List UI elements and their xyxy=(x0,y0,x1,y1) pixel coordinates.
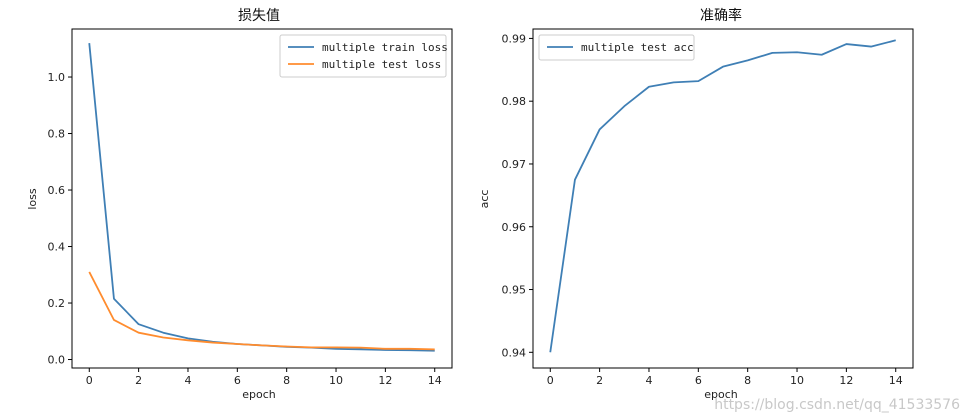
legend-label: multiple train loss xyxy=(322,41,448,54)
x-tick-label: 2 xyxy=(596,374,603,387)
watermark-text: https://blog.csdn.net/qq_41533576 xyxy=(714,397,960,413)
legend-label: multiple test loss xyxy=(322,58,441,71)
y-tick-label: 0.0 xyxy=(48,354,66,367)
x-tick-label: 8 xyxy=(744,374,751,387)
x-tick-label: 12 xyxy=(378,374,392,387)
y-tick-label: 0.94 xyxy=(502,346,527,359)
series-line-multiple-train-loss xyxy=(88,43,435,352)
x-tick-label: 0 xyxy=(86,374,93,387)
x-tick-label: 8 xyxy=(283,374,290,387)
loss-chart-ylabel: loss xyxy=(26,188,39,210)
accuracy-chart: 准确率 epoch acc 0 2 4 6 8 10 12 14 0.94 0.95 0.96 0.9… xyxy=(478,7,914,401)
x-tick-label: 2 xyxy=(135,374,142,387)
series-line-multiple-test-acc xyxy=(549,39,896,353)
y-tick-label: 0.98 xyxy=(502,95,527,108)
series-line-multiple-test-loss xyxy=(88,271,435,351)
y-tick-label: 0.4 xyxy=(48,241,66,254)
y-tick-label: 0.8 xyxy=(48,128,66,141)
legend-label: multiple test acc xyxy=(581,41,694,54)
y-tick-label: 0.2 xyxy=(48,297,66,310)
x-tick-label: 4 xyxy=(645,374,652,387)
accuracy-chart-title: 准确率 xyxy=(700,7,742,24)
x-tick-label: 10 xyxy=(790,374,804,387)
x-tick-label: 6 xyxy=(695,374,702,387)
y-tick-label: 0.99 xyxy=(502,32,527,45)
legend-box xyxy=(538,34,695,61)
y-tick-label: 0.6 xyxy=(48,184,66,197)
x-tick-label: 12 xyxy=(839,374,853,387)
y-tick-label: 0.97 xyxy=(502,158,527,171)
legend-box xyxy=(279,34,447,78)
plot-frame xyxy=(71,28,453,369)
x-tick-label: 6 xyxy=(234,374,241,387)
x-tick-label: 0 xyxy=(547,374,554,387)
y-tick-label: 0.95 xyxy=(502,284,527,297)
y-tick-label: 1.0 xyxy=(48,71,66,84)
loss-chart-title: 损失值 xyxy=(238,8,280,24)
x-tick-label: 10 xyxy=(329,374,343,387)
x-tick-label: 4 xyxy=(184,374,191,387)
accuracy-chart-ylabel: acc xyxy=(478,190,491,209)
accuracy-chart-xlabel: epoch xyxy=(704,388,738,401)
plot-frame xyxy=(532,28,914,369)
loss-chart: 损失值 epoch loss 0 2 4 6 8 10 12 14 0.0 0.2 0.4 0.6 0.… xyxy=(26,8,453,401)
x-tick-label: 14 xyxy=(889,374,903,387)
y-tick-label: 0.96 xyxy=(502,221,527,234)
loss-chart-xlabel: epoch xyxy=(242,388,276,401)
x-tick-label: 14 xyxy=(428,374,442,387)
